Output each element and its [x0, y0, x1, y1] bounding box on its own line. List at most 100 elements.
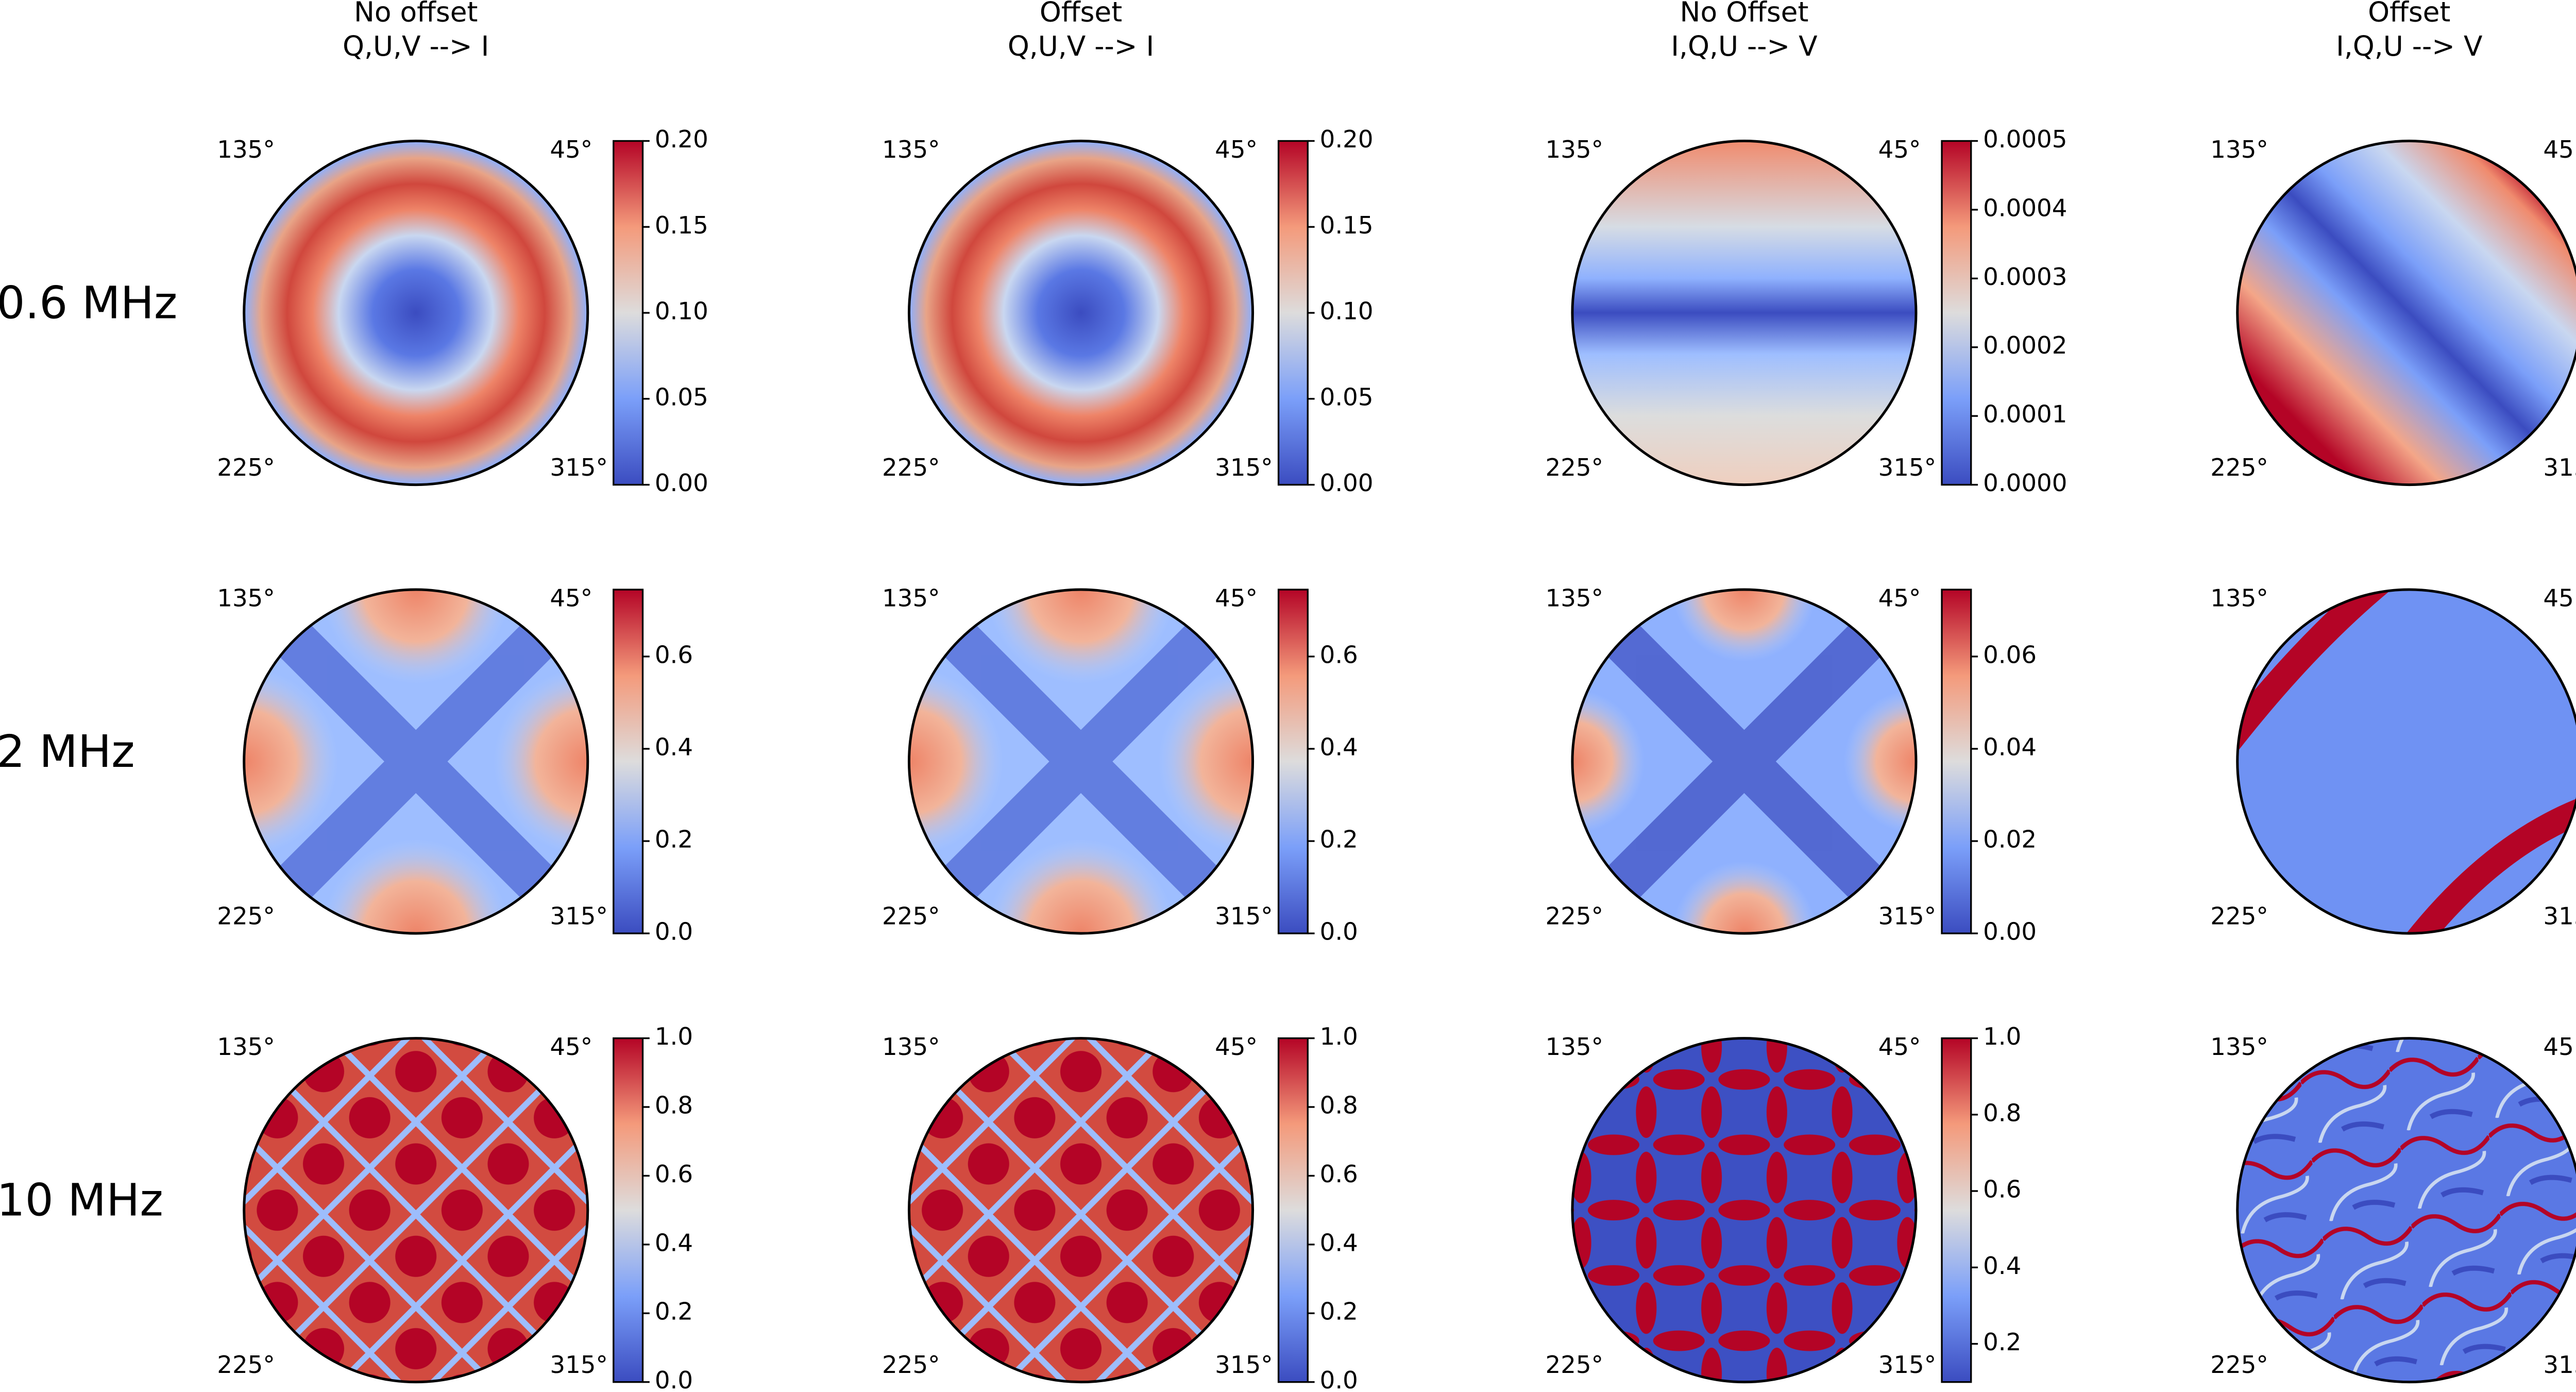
column-title: Q,U,V --> I: [343, 30, 489, 62]
colorbar-tick-label: 0.4: [1320, 1229, 1358, 1257]
angle-label: 135°: [2210, 585, 2268, 613]
angle-label: 135°: [1546, 585, 1603, 613]
heatmap-image: [1572, 141, 1917, 485]
column-title: No Offset: [1680, 0, 1809, 28]
colorbar-tick-label: 0.00: [655, 469, 708, 497]
angle-label: 225°: [217, 454, 275, 482]
angle-label: 225°: [1546, 454, 1603, 482]
heatmap-image: [909, 590, 1253, 934]
panel-outline: [907, 1037, 1255, 1384]
colorbar-tick-label: 0.0001: [1983, 401, 2067, 429]
colorbar: [613, 140, 644, 486]
colorbar: [1941, 140, 1972, 486]
heatmap-image: [909, 141, 1253, 485]
colorbar-tick-label: 0.2: [655, 1298, 693, 1326]
angle-label: 135°: [882, 136, 940, 164]
angle-label: 225°: [2210, 454, 2268, 482]
angle-label: 45°: [550, 585, 592, 613]
angle-label: 315°: [550, 454, 607, 482]
angle-label: 225°: [882, 903, 940, 931]
colorbar-tick-label: 0.00: [1320, 469, 1374, 497]
panel-outline: [1571, 1037, 1918, 1384]
angle-label: 315°: [550, 1351, 607, 1379]
angle-label: 45°: [2543, 136, 2576, 164]
colorbar-tick-label: 0.8: [655, 1092, 693, 1119]
angle-label: 225°: [217, 1351, 275, 1379]
angle-label: 315°: [2543, 1351, 2576, 1379]
angle-label: 45°: [550, 1033, 592, 1061]
colorbar-tick-label: 0.6: [655, 1161, 693, 1188]
angle-label: 315°: [1878, 903, 1936, 931]
panel-outline: [2236, 1037, 2576, 1384]
colorbar-tick-label: 0.02: [1983, 826, 2037, 854]
angle-label: 315°: [2543, 454, 2576, 482]
panel-outline: [1571, 588, 1918, 935]
colorbar-tick-label: 0.2: [1983, 1329, 2021, 1356]
panel-outline: [2236, 140, 2576, 486]
colorbar: [613, 1037, 644, 1383]
panel-outline: [243, 140, 589, 487]
angle-label: 45°: [2543, 1033, 2576, 1061]
heatmap-image: [909, 1038, 1253, 1382]
colorbar-tick-label: 0.6: [1320, 641, 1358, 669]
colorbar-tick-label: 1.0: [1983, 1023, 2021, 1051]
angle-label: 135°: [1546, 136, 1603, 164]
colorbar-tick-label: 0.6: [1320, 1161, 1358, 1188]
angle-label: 135°: [217, 1033, 275, 1061]
panel-outline: [1571, 140, 1918, 487]
angle-label: 45°: [1878, 136, 1921, 164]
angle-label: 135°: [882, 1033, 940, 1061]
angle-label: 135°: [217, 585, 275, 613]
colorbar-tick-label: 0.8: [1983, 1099, 2021, 1127]
column-title: No offset: [354, 0, 478, 28]
angle-label: 45°: [1215, 136, 1258, 164]
colorbar: [1277, 140, 1309, 486]
angle-label: 45°: [1215, 1033, 1258, 1061]
row-label: 0.6 MHz: [0, 278, 177, 329]
colorbar-tick-label: 0.20: [655, 126, 708, 154]
colorbar-tick-label: 0.2: [655, 826, 693, 854]
column-title: I,Q,U --> V: [2336, 30, 2483, 62]
heatmap-image: [244, 590, 588, 934]
colorbar-tick-label: 0.10: [655, 298, 708, 326]
colorbar-tick-label: 0.6: [1983, 1176, 2021, 1204]
panel-outline: [243, 588, 589, 935]
colorbar-tick-label: 0.0002: [1983, 332, 2067, 360]
colorbar-tick-label: 0.2: [1320, 1298, 1358, 1326]
colorbar-tick-label: 0.15: [1320, 212, 1374, 240]
colorbar-tick-label: 0.15: [655, 212, 708, 240]
colorbar-tick-label: 0.05: [1320, 383, 1374, 411]
panel-outline: [2236, 588, 2576, 935]
colorbar-tick-label: 0.00: [1983, 918, 2037, 946]
angle-label: 45°: [1215, 585, 1258, 613]
angle-label: 135°: [217, 136, 275, 164]
colorbar-tick-label: 1.0: [655, 1023, 693, 1051]
colorbar-tick-label: 0.6: [655, 641, 693, 669]
row-label: 2 MHz: [0, 726, 135, 778]
colorbar-tick-label: 0.06: [1983, 641, 2037, 669]
column-title: Q,U,V --> I: [1008, 30, 1154, 62]
angle-label: 135°: [882, 585, 940, 613]
colorbar-tick-label: 0.05: [655, 383, 708, 411]
colorbar-tick-label: 0.4: [1983, 1252, 2021, 1280]
colorbar-tick-label: 0.0004: [1983, 194, 2067, 222]
angle-label: 45°: [1878, 585, 1921, 613]
angle-label: 315°: [550, 903, 607, 931]
angle-label: 225°: [1546, 1351, 1603, 1379]
heatmap-image: [244, 1038, 588, 1382]
colorbar: [1941, 589, 1972, 934]
colorbar-tick-label: 0.4: [655, 1229, 693, 1257]
angle-label: 225°: [882, 454, 940, 482]
colorbar-tick-label: 0.4: [1320, 733, 1358, 761]
heatmap-image: [244, 141, 588, 485]
angle-label: 225°: [1546, 903, 1603, 931]
angle-label: 315°: [1215, 903, 1273, 931]
angle-label: 315°: [1215, 454, 1273, 482]
colorbar-tick-label: 0.20: [1320, 126, 1374, 154]
angle-label: 315°: [1215, 1351, 1273, 1379]
heatmap-image: [2237, 141, 2576, 485]
colorbar-tick-label: 0.8: [1320, 1092, 1358, 1119]
angle-label: 45°: [550, 136, 592, 164]
angle-label: 45°: [2543, 585, 2576, 613]
